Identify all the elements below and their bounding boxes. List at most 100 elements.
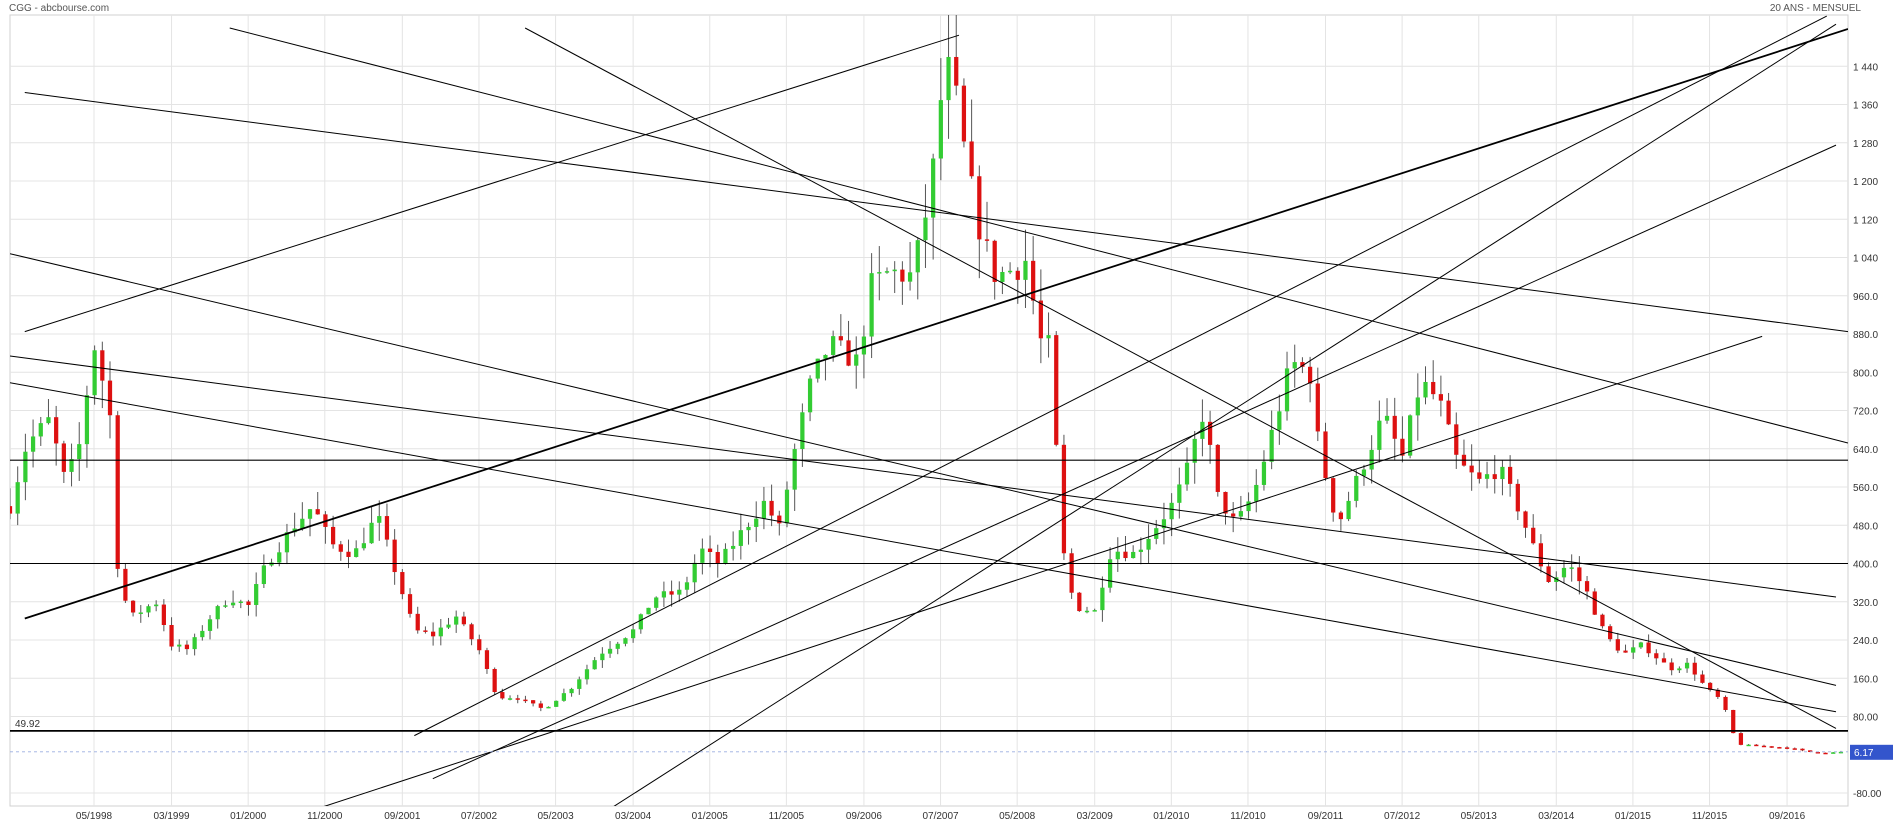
- y-tick-label: 1 120: [1853, 215, 1878, 226]
- candle-down: [1307, 366, 1313, 384]
- candle-up: [1631, 647, 1636, 653]
- x-tick-label: 09/2001: [384, 811, 421, 822]
- trendline: [10, 253, 1837, 686]
- candle-down: [338, 544, 343, 552]
- candle-down: [477, 639, 482, 651]
- candle-down: [1508, 466, 1513, 484]
- candle-down: [715, 551, 720, 564]
- candle-up: [931, 158, 936, 218]
- x-tick-label: 01/2005: [692, 811, 729, 822]
- candle-down: [1223, 491, 1228, 514]
- candle-up: [884, 271, 890, 273]
- candle-up: [1746, 744, 1751, 747]
- candle-down: [1608, 626, 1613, 640]
- candle-up: [69, 459, 74, 472]
- candle-down: [1531, 527, 1536, 544]
- y-tick-label: 240.0: [1853, 636, 1878, 647]
- candle-down: [423, 630, 428, 632]
- candle-up: [1107, 559, 1113, 588]
- candle-up: [1569, 567, 1574, 569]
- last-value-badge: [1850, 744, 1893, 760]
- candle-down: [54, 417, 59, 444]
- candle-up: [223, 605, 228, 607]
- x-tick-label: 11/2000: [307, 811, 343, 822]
- candle-up: [1084, 610, 1090, 613]
- candle-up: [684, 582, 690, 590]
- candle-up: [92, 350, 97, 396]
- x-tick-label: 09/2016: [1769, 811, 1806, 822]
- candle-up: [261, 565, 266, 585]
- trendline: [414, 15, 1827, 737]
- candle-down: [1315, 383, 1320, 432]
- candle-down: [1792, 748, 1797, 750]
- candle-up: [23, 451, 28, 483]
- x-tick-label: 09/2006: [846, 811, 883, 822]
- candle-down: [1584, 581, 1590, 592]
- candle-up: [1554, 577, 1559, 582]
- candle-up: [869, 273, 874, 337]
- trendline: [24, 92, 1848, 333]
- candle-down: [246, 601, 251, 605]
- candle-up: [1131, 551, 1136, 559]
- candle-down: [407, 594, 413, 614]
- x-tick-label: 09/2011: [1308, 811, 1344, 822]
- candle-down: [1438, 394, 1444, 401]
- candle-up: [831, 336, 836, 355]
- trendline: [432, 144, 1837, 780]
- candle-up: [623, 638, 628, 644]
- trendline: [613, 23, 1837, 806]
- candle-up: [700, 548, 705, 563]
- candle-up: [1092, 610, 1097, 612]
- candle-down: [315, 509, 320, 515]
- candle-up: [1277, 411, 1282, 430]
- candle-up: [284, 532, 290, 553]
- candle-up: [300, 518, 305, 529]
- candle-down: [400, 572, 405, 595]
- candle-down: [1061, 444, 1067, 554]
- candle-up: [923, 217, 928, 241]
- candle-up: [600, 653, 605, 661]
- candle-up: [792, 449, 797, 490]
- candle-up: [800, 412, 805, 450]
- candle-up: [754, 518, 759, 527]
- candle-up: [607, 648, 613, 654]
- candle-down: [1477, 472, 1482, 479]
- candle-down: [669, 591, 674, 595]
- candle-down: [61, 443, 66, 472]
- candle-up: [138, 612, 143, 614]
- candle-up: [77, 444, 82, 460]
- candle-up: [661, 591, 667, 598]
- candle-down: [969, 141, 974, 177]
- candle-up: [1261, 461, 1267, 485]
- candle-up: [615, 643, 620, 649]
- candle-up: [1354, 475, 1359, 501]
- candle-up: [546, 706, 551, 709]
- candle-down: [1761, 745, 1767, 748]
- candle-down: [538, 703, 543, 708]
- candle-up: [892, 269, 897, 272]
- candle-up: [1238, 511, 1243, 517]
- candle-down: [184, 644, 190, 650]
- candle-down: [1400, 438, 1405, 456]
- candle-up: [192, 637, 197, 650]
- candle-down: [515, 698, 520, 700]
- candle-down: [900, 269, 905, 282]
- candle-up: [1246, 501, 1251, 512]
- candle-up: [1384, 415, 1390, 421]
- candle-up: [30, 436, 36, 452]
- candle-down: [992, 240, 997, 282]
- candle-down: [1623, 650, 1628, 653]
- candle-down: [123, 568, 128, 601]
- candle-down: [1215, 444, 1220, 492]
- candle-up: [38, 423, 43, 437]
- candle-down: [1338, 512, 1343, 520]
- candle-up: [561, 693, 567, 701]
- candle-down: [961, 85, 967, 142]
- x-tick-label: 01/2010: [1153, 811, 1190, 822]
- candle-up: [877, 272, 882, 274]
- candle-down: [984, 239, 990, 241]
- candle-up: [1000, 271, 1005, 282]
- candle-up: [177, 644, 182, 647]
